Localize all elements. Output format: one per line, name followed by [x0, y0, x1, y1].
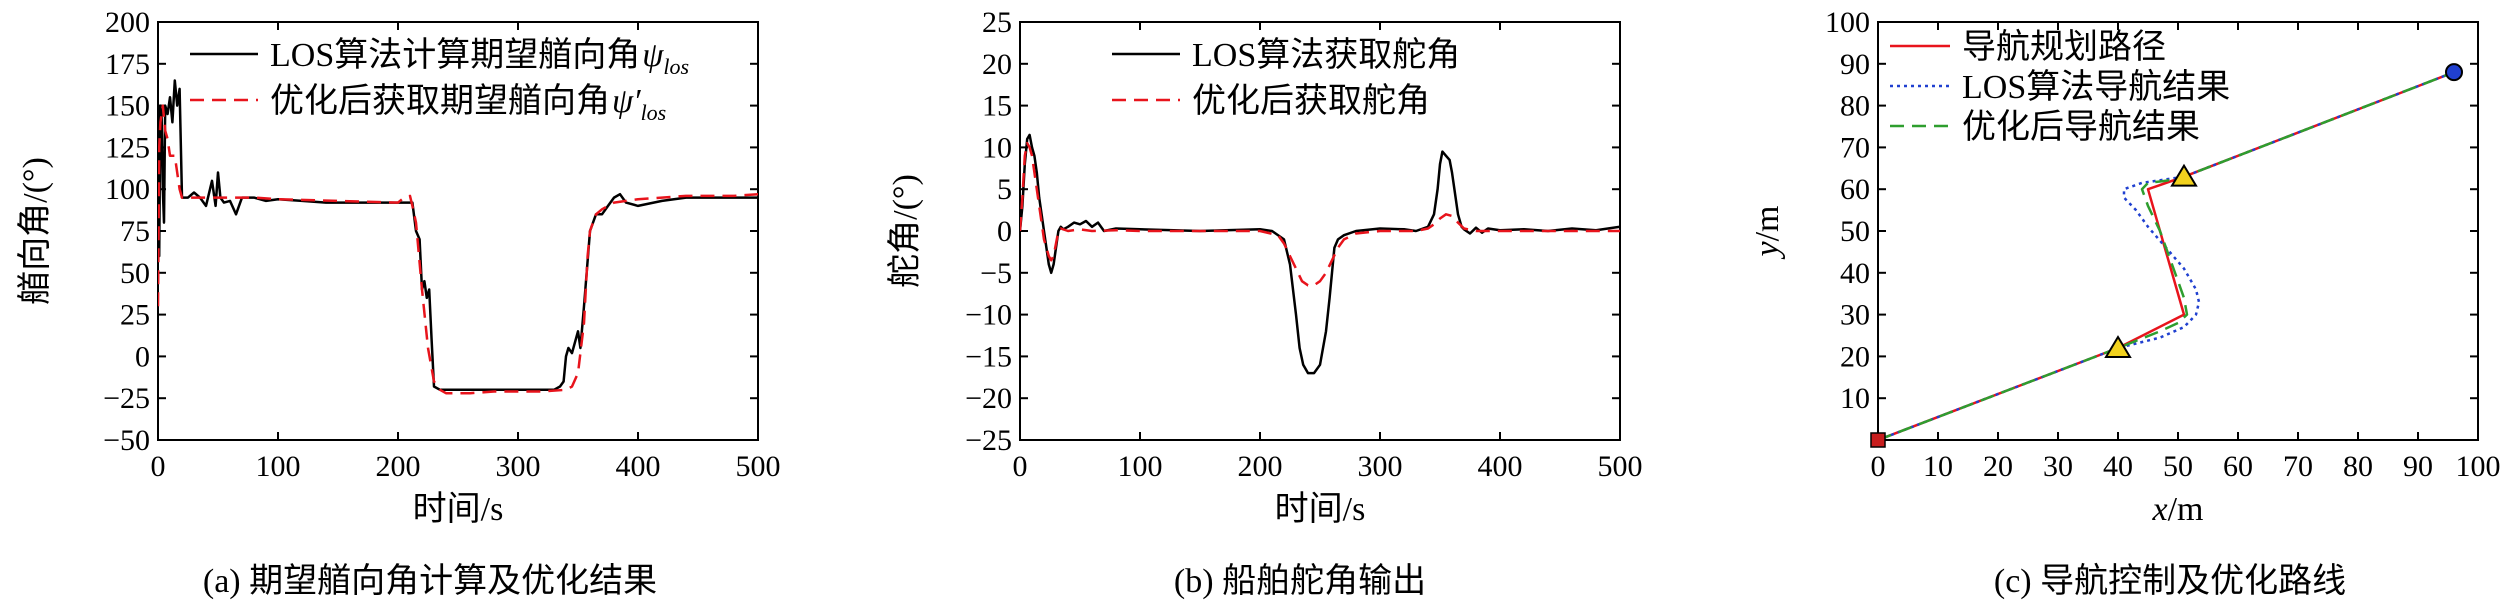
x-tick-label: 80	[2343, 450, 2373, 483]
plot-area	[1020, 133, 1620, 375]
series-line-0	[1020, 133, 1620, 375]
y-tick-label: 5	[997, 173, 1012, 206]
x-tick-label: 500	[1598, 450, 1643, 483]
legend-label-0: LOS算法获取舵角	[1192, 36, 1460, 74]
chart-rudder-angle: 0 100 200 300 400 500 −25 −20 −15 −10 −5 0 5 10 15 20 25…	[886, 6, 1643, 600]
y-tick-label: 50	[120, 257, 150, 290]
plot-area	[1878, 71, 2455, 440]
y-tick-label: 100	[105, 173, 150, 206]
marker-start	[1870, 432, 1886, 448]
y-tick-label: 100	[1825, 6, 1870, 39]
x-tick-label: 200	[376, 450, 421, 483]
y-tick-label: 50	[1840, 215, 1870, 248]
y-tick-label: 10	[1840, 382, 1870, 415]
marker-waypoint	[2104, 335, 2132, 359]
x-axis-label: 时间/s	[1275, 491, 1366, 528]
x-tick-label: 400	[616, 450, 661, 483]
series-line-0	[158, 79, 758, 392]
legend-name: LOS算法获取舵角	[1192, 36, 1460, 74]
y-tick-label: 0	[135, 340, 150, 373]
series-line-2	[1878, 71, 2455, 440]
legend-label-1: 优化后获取期望艏向角ψ′los	[270, 82, 666, 125]
legend-label-1: LOS算法导航结果	[1962, 68, 2230, 106]
legend-name: 优化后获取期望艏向角	[270, 82, 610, 120]
legend-name: 导航规划路径	[1962, 28, 2166, 66]
y-tick-label: 20	[982, 48, 1012, 81]
chart-heading-angle: 0 100 200 300 400 500 −50 −25 0 25 50 75 100 125 150 17…	[16, 6, 781, 600]
y-tick-label: −10	[965, 299, 1012, 332]
x-tick-label: 400	[1478, 450, 1523, 483]
y-tick-label: 90	[1840, 48, 1870, 81]
y-tick-label: 125	[105, 131, 150, 164]
x-tick-label: 20	[1983, 450, 2013, 483]
y-axis-label: 舵角/(°)	[886, 174, 924, 288]
y-tick-label: 70	[1840, 131, 1870, 164]
y-tick-label: 75	[120, 215, 150, 248]
y-tick-label: −20	[965, 382, 1012, 415]
y-tick-label: −25	[965, 424, 1012, 457]
chart-navigation-path: 0 10 20 30 40 50 60 70 80 90 100 10 20 30 40 50 60 70 80 90…	[1749, 6, 2501, 600]
series-line-1	[1020, 141, 1620, 287]
series-line-1	[1878, 71, 2455, 440]
x-tick-label: 300	[1358, 450, 1403, 483]
x-tick-label: 0	[1871, 450, 1886, 483]
x-axis-label: x/m	[2152, 491, 2204, 528]
legend-symbol: ψ	[642, 37, 664, 74]
plot-area	[158, 79, 758, 395]
marker-waypoint	[2170, 163, 2198, 187]
x-tick-label: 300	[496, 450, 541, 483]
legend-name: 优化后导航结果	[1962, 108, 2200, 146]
chart-caption: (a) 期望艏向角计算及优化结果	[203, 562, 657, 600]
y-tick-label: −25	[103, 382, 150, 415]
x-tick-label: 90	[2403, 450, 2433, 483]
y-tick-label: 40	[1840, 257, 1870, 290]
x-tick-label: 100	[2456, 450, 2501, 483]
chart-caption: (b) 船舶舵角输出	[1174, 562, 1426, 600]
x-tick-label: 0	[151, 450, 166, 483]
x-tick-label: 100	[256, 450, 301, 483]
y-tick-label: 25	[982, 6, 1012, 39]
legend-symbol: ψ′	[612, 83, 641, 120]
x-tick-label: 100	[1118, 450, 1163, 483]
x-tick-label: 10	[1923, 450, 1953, 483]
series-line-1	[158, 104, 758, 395]
y-tick-label: 30	[1840, 299, 1870, 332]
legend-label-1: 优化后获取舵角	[1192, 82, 1430, 120]
legend-name: LOS算法导航结果	[1962, 68, 2230, 106]
y-tick-label: 20	[1840, 340, 1870, 373]
x-tick-label: 200	[1238, 450, 1283, 483]
legend-name: 优化后获取舵角	[1192, 82, 1430, 120]
y-axis-label: 艏向角/(°)	[16, 157, 54, 305]
y-tick-label: 175	[105, 48, 150, 81]
legend-label-0: 导航规划路径	[1962, 28, 2166, 66]
y-tick-label: 10	[982, 131, 1012, 164]
legend-label-2: 优化后导航结果	[1962, 108, 2200, 146]
legend-label-0: LOS算法计算期望艏向角ψlos	[270, 36, 689, 79]
y-tick-label: −15	[965, 340, 1012, 373]
y-axis-label: y/m	[1749, 206, 1786, 260]
y-tick-label: −5	[980, 257, 1012, 290]
x-tick-label: 50	[2163, 450, 2193, 483]
legend-subscript: los	[663, 54, 689, 79]
x-tick-label: 60	[2223, 450, 2253, 483]
y-tick-label: 25	[120, 299, 150, 332]
y-tick-label: 15	[982, 90, 1012, 123]
x-tick-label: 0	[1013, 450, 1028, 483]
x-tick-label: 30	[2043, 450, 2073, 483]
x-axis-label: 时间/s	[413, 491, 504, 528]
y-tick-label: 200	[105, 6, 150, 39]
y-tick-label: 150	[105, 90, 150, 123]
y-tick-label: 0	[997, 215, 1012, 248]
y-tick-label: 60	[1840, 173, 1870, 206]
marker-end	[2445, 63, 2463, 82]
chart-caption: (c) 导航控制及优化路线	[1994, 562, 2346, 600]
x-tick-label: 70	[2283, 450, 2313, 483]
legend-subscript: los	[641, 100, 667, 125]
legend-name: LOS算法计算期望艏向角	[270, 36, 640, 74]
y-tick-label: 80	[1840, 90, 1870, 123]
x-tick-label: 40	[2103, 450, 2133, 483]
x-tick-label: 500	[736, 450, 781, 483]
y-tick-label: −50	[103, 424, 150, 457]
